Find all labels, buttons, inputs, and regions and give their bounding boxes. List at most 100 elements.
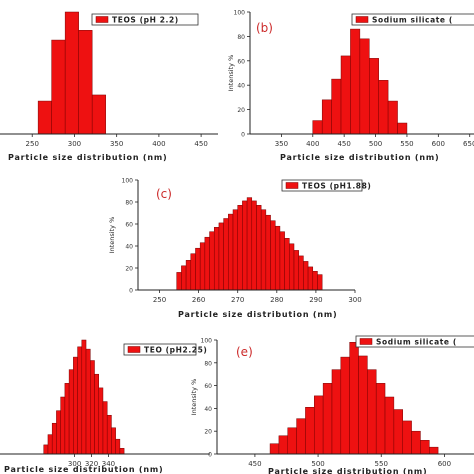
histogram-bar [411,430,421,455]
x-tick-label: 320 [85,460,98,468]
histogram-bar [218,222,224,291]
histogram-bar [397,122,408,135]
histogram-bar [195,247,201,291]
histogram-bar [98,387,104,455]
x-tick-label: 450 [248,460,261,468]
histogram-bar [237,205,243,291]
histogram-bar [176,272,182,291]
y-tick-label: 80 [204,360,212,367]
y-tick-label: 0 [129,288,133,295]
y-axis-label: Intensity % [108,217,116,254]
x-tick-label: 650 [463,140,474,148]
histogram-bar [213,227,220,291]
histogram-bar [274,225,281,291]
histogram-bar [296,418,306,455]
histogram-panel-2: 350 400 450 500 550 600 650 0 20 40 60 80 100 Intensi… [227,10,474,162]
x-tick-label: 350 [110,140,123,148]
legend: Sodium silicate ( [351,13,474,26]
histogram-bar [367,369,377,455]
histogram-bar [256,205,262,291]
y-tick-label: 0 [241,132,245,139]
histogram-bar [246,197,253,291]
histogram-bar [340,356,350,455]
y-tick-label: 80 [125,200,133,207]
histogram-bar [260,209,267,291]
histogram-bar [81,339,87,455]
histogram-bar [378,80,389,135]
legend-label: Sodium silicate ( [372,16,453,25]
histogram-panel-1: 250 300 350 400 450 Particle size distributio… [0,11,218,162]
histogram-bar [358,355,368,455]
histogram-bar [111,427,116,455]
histogram-bar [64,11,79,135]
histogram-bar [287,427,297,455]
legend-swatch [355,16,369,23]
histogram-bar [91,94,106,135]
x-tick-label: 400 [306,140,319,148]
histogram-bar [284,238,290,291]
histogram-bar [303,261,309,291]
legend-label: TEO (pH2.25) [144,346,207,355]
x-tick-label: 550 [400,140,413,148]
y-tick-label: 60 [125,222,133,229]
legend-label: TEOS (pH1.88) [302,182,371,191]
y-tick-label: 20 [237,107,245,114]
histogram-bar [251,200,257,291]
y-axis-label: Intensity % [227,55,235,92]
legend-swatch [127,346,141,353]
histogram-bar [37,100,52,135]
histogram-bar [78,30,93,135]
histogram-bar [60,396,66,455]
panel-letter: (c) [156,187,172,201]
histogram-bar [312,271,318,291]
x-tick-label: 350 [275,140,288,148]
histogram-bar [43,444,49,455]
y-axis-label: Intensity % [190,379,198,416]
histogram-bar [387,100,398,135]
x-tick-label: 300 [68,140,81,148]
x-tick-label: 600 [438,460,451,468]
y-tick-label: 40 [125,244,133,251]
histogram-bar [51,422,57,455]
histogram-bar [119,448,125,455]
x-tick-label: 400 [152,140,165,148]
histogram-bar [102,401,108,455]
x-tick-label: 290 [309,296,322,304]
x-tick-label: 500 [311,460,324,468]
histogram-bar [265,214,271,291]
histogram-bar [185,260,192,291]
histogram-bar [242,200,248,291]
y-tick-label: 100 [234,10,246,17]
x-tick-label: 300 [68,460,81,468]
histogram-bar [85,348,91,455]
histogram-bar [181,265,187,291]
histogram-bar [77,346,83,455]
legend: Sodium silicate ( [355,335,474,348]
histogram-bar [51,39,66,135]
histogram-bar [190,253,196,291]
histogram-bar [106,414,112,455]
histogram-bar [115,438,121,455]
y-tick-label: 20 [204,429,212,436]
histogram-bar [47,434,53,455]
x-axis-label: Particle size distribution (nm) [8,153,167,162]
y-tick-label: 100 [201,338,213,345]
histogram-bar [278,435,289,455]
y-tick-label: 20 [125,266,133,273]
histogram-bar [307,266,314,291]
histogram-bar [375,383,386,455]
legend-frame [281,179,363,192]
histogram-bar [298,255,304,291]
x-tick-label: 550 [375,460,388,468]
histogram-bar [279,231,285,291]
x-tick-label: 280 [270,296,283,304]
histogram-bar [232,209,238,291]
x-tick-label: 340 [102,460,115,468]
x-tick-label: 450 [337,140,350,148]
histogram-bar [289,243,295,291]
panel-letter: (b) [256,21,273,35]
histogram-bar [331,369,342,455]
y-tick-label: 60 [237,58,245,65]
histogram-panel-5: 450 500 550 600 0 20 40 60 80 100 Intensity % Parti… [190,335,474,474]
